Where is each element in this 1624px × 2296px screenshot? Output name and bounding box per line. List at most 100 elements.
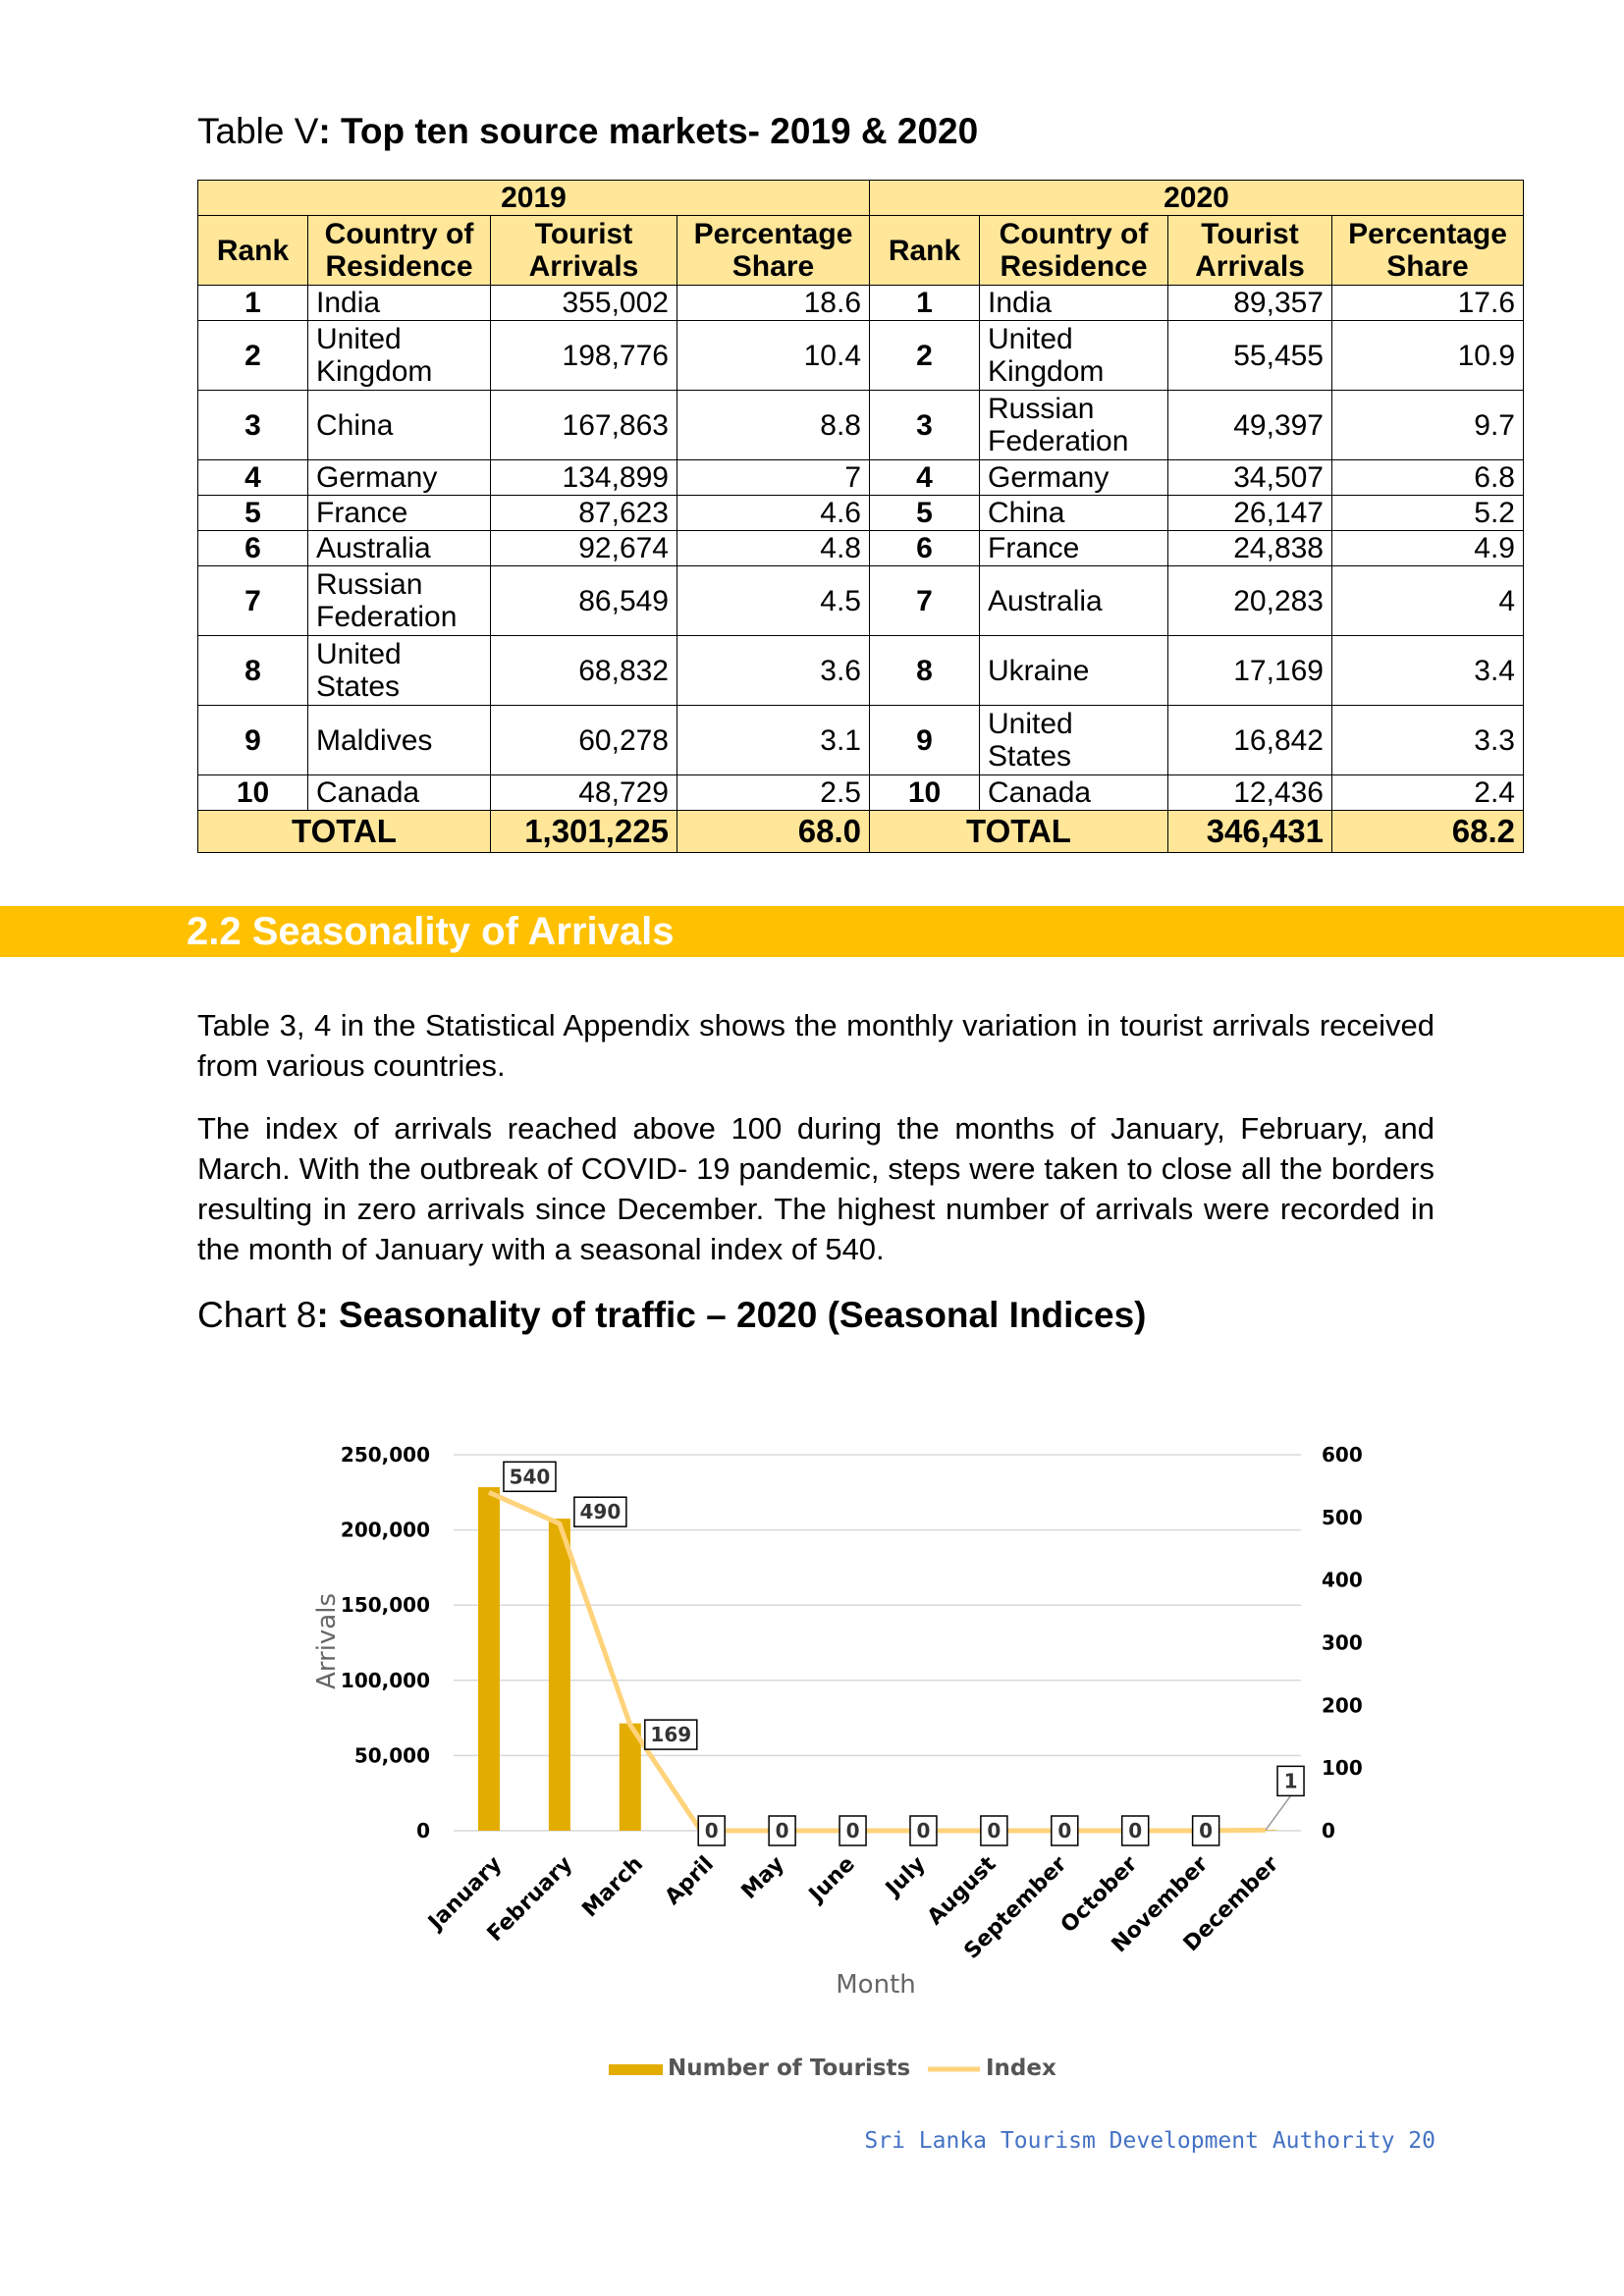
paragraph: The index of arrivals reached above 100 … [197, 1111, 1435, 1266]
table-row: 1 India 355,002 18.6 1 India 89,357 17.6 [197, 285, 1524, 321]
country-cell: Canada [307, 774, 491, 811]
share-cell: 3.4 [1331, 635, 1524, 706]
share-cell: 4.5 [677, 565, 870, 636]
arrivals-cell: 355,002 [490, 285, 677, 321]
country-cell: China [307, 390, 491, 460]
total-arrivals-2020: 346,431 [1167, 810, 1332, 853]
rank-cell: 5 [197, 495, 308, 531]
data-label: 169 [650, 1723, 691, 1746]
country-cell: China [979, 495, 1168, 531]
total-arrivals-2019: 1,301,225 [490, 810, 677, 853]
share-cell: 7 [677, 459, 870, 496]
country-cell: Canada [979, 774, 1168, 811]
col-header-country: Country of Residence [307, 215, 491, 286]
data-label-box [839, 1815, 867, 1846]
col-header-share: Percentage Share [1331, 215, 1524, 286]
y2-tick-label: 600 [1322, 1443, 1363, 1467]
country-cell: Maldives [307, 705, 491, 775]
col-header-rank: Rank [197, 215, 308, 286]
total-share-2019: 68.0 [677, 810, 870, 853]
data-label-box [1120, 1815, 1150, 1846]
share-cell: 2.5 [677, 774, 870, 811]
rank-cell: 6 [869, 530, 980, 566]
total-share-2020: 68.2 [1331, 810, 1524, 853]
chart-caption-title: : Seasonality of traffic – 2020 (Seasona… [316, 1295, 1147, 1335]
rank-cell: 1 [869, 285, 980, 321]
section-title: 2.2 Seasonality of Arrivals [187, 910, 675, 953]
x-tick-label: June [803, 1852, 860, 1909]
section-header-band: 2.2 Seasonality of Arrivals [0, 906, 1624, 957]
share-cell: 8.8 [677, 390, 870, 460]
footer-text: Sri Lanka Tourism Development Authority … [864, 2128, 1435, 2154]
legend-label: Number of Tourists [668, 2056, 910, 2081]
table-row: 6 Australia 92,674 4.8 6 France 24,838 4.9 [197, 530, 1524, 566]
arrivals-cell: 49,397 [1167, 390, 1332, 460]
data-label: 0 [987, 1819, 1001, 1842]
legend-label: Index [986, 2056, 1056, 2081]
y2-tick-label: 0 [1322, 1819, 1335, 1842]
country-cell: United States [979, 705, 1168, 775]
share-cell: 5.2 [1331, 495, 1524, 531]
table-row: 3 China 167,863 8.8 3 Russian Federation 49,39… [197, 390, 1524, 460]
share-cell: 6.8 [1331, 459, 1524, 496]
rank-cell: 2 [869, 320, 980, 391]
col-header-arrivals: Tourist Arrivals [1167, 215, 1332, 286]
table-row: 5 France 87,623 4.6 5 China 26,147 5.2 [197, 495, 1524, 531]
country-cell: Russian Federation [307, 565, 491, 636]
arrivals-cell: 167,863 [490, 390, 677, 460]
data-label: 0 [1128, 1819, 1142, 1842]
data-label: 540 [510, 1465, 551, 1488]
y2-tick-label: 400 [1322, 1569, 1363, 1592]
y2-tick-label: 100 [1322, 1756, 1363, 1780]
country-cell: Germany [307, 459, 491, 496]
arrivals-cell: 134,899 [490, 459, 677, 496]
rank-cell: 3 [197, 390, 308, 460]
data-label-box [573, 1496, 627, 1527]
rank-cell: 2 [197, 320, 308, 391]
y2-tick-label: 300 [1322, 1631, 1363, 1655]
arrivals-cell: 20,283 [1167, 565, 1332, 636]
col-header-share: Percentage Share [677, 215, 870, 286]
chart-caption-prefix: Chart 8 [197, 1295, 317, 1335]
y-tick-label: 200,000 [341, 1519, 430, 1542]
country-cell: Ukraine [979, 635, 1168, 706]
data-label-box [1276, 1765, 1305, 1797]
arrivals-cell: 16,842 [1167, 705, 1332, 775]
data-label: 0 [846, 1819, 860, 1842]
share-cell: 4.9 [1331, 530, 1524, 566]
arrivals-cell: 24,838 [1167, 530, 1332, 566]
country-cell: Australia [307, 530, 491, 566]
index-series-line [487, 1490, 1267, 1834]
rank-cell: 1 [197, 285, 308, 321]
data-label-box [644, 1719, 698, 1750]
country-cell: United States [307, 635, 491, 706]
share-cell: 2.4 [1331, 774, 1524, 811]
country-cell: Germany [979, 459, 1168, 496]
y2-tick-label: 200 [1322, 1693, 1363, 1717]
bar [477, 1487, 500, 1831]
data-label-box [980, 1815, 1008, 1846]
data-label: 490 [580, 1500, 622, 1523]
chart-caption: Chart 8: Seasonality of traffic – 2020 (… [197, 1294, 1147, 1337]
bar [619, 1723, 641, 1831]
data-label-box [1191, 1815, 1220, 1846]
arrivals-cell: 26,147 [1167, 495, 1332, 531]
data-label-box [1051, 1815, 1079, 1846]
arrivals-cell: 92,674 [490, 530, 677, 566]
country-cell: India [307, 285, 491, 321]
data-label: 0 [776, 1819, 789, 1842]
table-caption-title: : Top ten source markets- 2019 & 2020 [318, 111, 979, 151]
y-tick-label: 150,000 [341, 1593, 430, 1617]
arrivals-cell: 86,549 [490, 565, 677, 636]
x-tick-label: April [661, 1852, 719, 1910]
country-cell: Russian Federation [979, 390, 1168, 460]
arrivals-cell: 17,169 [1167, 635, 1332, 706]
share-cell: 3.1 [677, 705, 870, 775]
paragraph: Table 3, 4 in the Statistical Appendix s… [197, 1008, 1435, 1083]
data-label-leader [1265, 1794, 1292, 1831]
share-cell: 10.4 [677, 320, 870, 391]
arrivals-cell: 68,832 [490, 635, 677, 706]
y2-tick-label: 500 [1322, 1506, 1363, 1529]
data-label: 0 [1199, 1819, 1213, 1842]
country-cell: France [307, 495, 491, 531]
